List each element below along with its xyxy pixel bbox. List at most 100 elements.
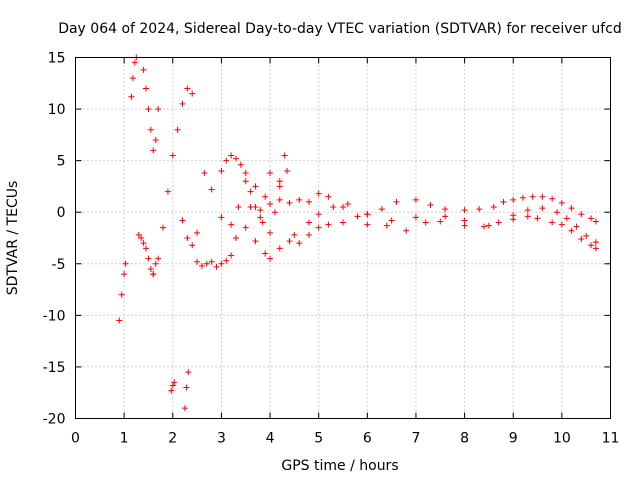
series-arc-l [233,213,599,262]
data-point [549,219,556,226]
data-point [573,223,580,230]
data-point [140,66,147,73]
y-tick-label: 5 [57,154,66,170]
data-point [539,205,546,212]
data-point [262,250,269,257]
x-tick-label: 10 [553,431,571,447]
data-point [510,196,517,203]
data-point [305,219,312,226]
y-tick-label: -10 [43,308,66,324]
data-point [276,245,283,252]
data-point [276,183,283,190]
data-point [235,204,242,211]
data-point [281,152,288,159]
data-point [296,240,303,247]
data-point [442,213,449,220]
y-tick-label: -15 [43,360,66,376]
data-point [495,219,502,226]
data-point [169,382,176,389]
data-point [558,199,565,206]
data-point [213,263,220,270]
data-point [325,221,332,228]
data-point [143,85,150,92]
data-point [403,227,410,234]
data-point [189,90,196,97]
data-point [257,207,264,214]
data-point [194,258,201,265]
data-point [578,211,585,218]
data-point [169,152,176,159]
x-tick-label: 9 [509,431,518,447]
data-point [364,211,371,218]
series-arc-n [291,200,599,246]
plot-frame [75,57,611,419]
data-point [364,221,371,228]
data-point [252,238,259,245]
series-arc-o [500,193,599,225]
data-point [500,198,507,205]
data-point [422,219,429,226]
data-point [228,221,235,228]
data-point [393,198,400,205]
data-point [267,229,274,236]
data-point [181,405,188,412]
data-point [490,204,497,211]
x-tick-label: 6 [363,431,372,447]
data-point [121,271,128,278]
series-arc-d [140,66,162,154]
data-point [135,231,142,238]
y-tick-label: 10 [48,102,66,118]
data-point [168,387,175,394]
data-point [305,198,312,205]
data-point [578,236,585,243]
data-point [223,257,230,264]
data-point [164,188,171,195]
data-point [588,215,595,222]
x-tick-label: 8 [460,431,469,447]
data-point [262,193,269,200]
data-point [461,222,468,229]
data-point [201,170,208,177]
data-point [286,238,293,245]
data-point [291,231,298,238]
data-point [529,193,536,200]
data-point [208,258,215,265]
data-point [228,152,235,159]
data-point [143,245,150,252]
data-point [242,178,249,185]
data-point [534,215,541,222]
data-point [481,223,488,230]
series-arc-i [194,252,235,270]
data-point [218,167,225,174]
data-point [259,219,266,226]
data-point [592,239,599,246]
data-point [563,215,570,222]
data-point [140,240,147,247]
data-point [208,186,215,193]
data-point [150,271,157,278]
data-point [179,100,186,107]
data-point [519,194,526,201]
data-point [252,183,259,190]
data-point [184,235,191,241]
y-tick-label: -5 [52,257,66,273]
data-point [427,201,434,208]
data-point [437,218,444,225]
data-point [179,217,186,224]
tick-layer: 0 1 2 3 4 5 6 7 8 9 10 11 -20 -15 -10 -5 0 5 10 15 [43,51,620,447]
data-point [549,195,556,202]
series-arc-f [168,379,178,394]
data-point [242,170,249,177]
data-point [242,224,249,231]
data-point [305,231,312,238]
x-tick-label: 4 [266,431,275,447]
data-point [276,196,283,203]
data-point [155,255,162,262]
data-point [147,265,154,272]
data-point [442,206,449,213]
data-point [129,75,136,82]
data-point [228,252,235,259]
data-point [558,221,565,228]
data-point [271,209,278,216]
